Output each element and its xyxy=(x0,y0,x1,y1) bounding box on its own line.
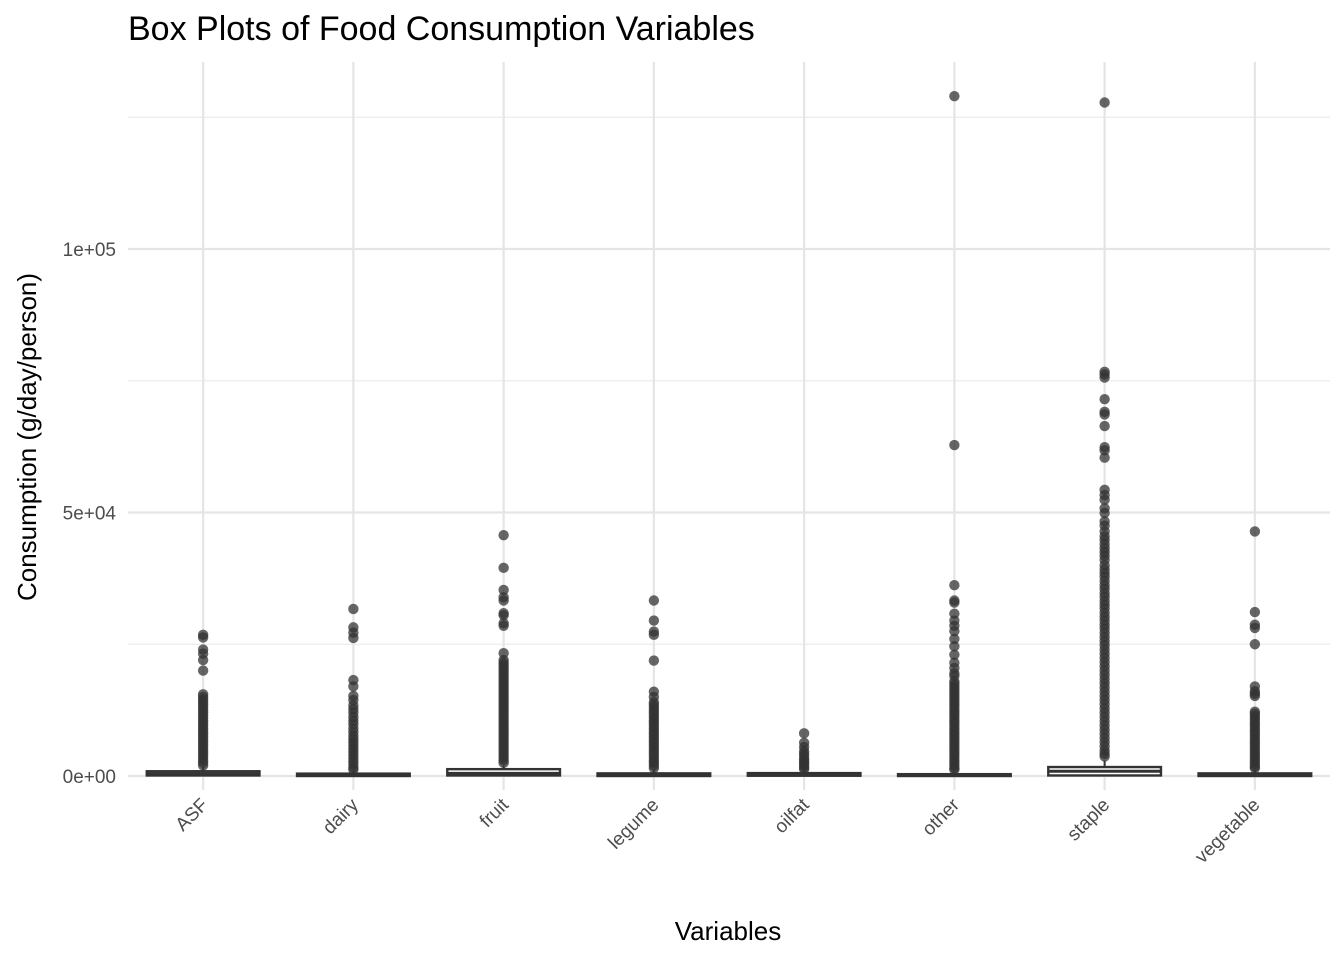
outlier-point xyxy=(648,762,660,774)
outlier-point xyxy=(1099,97,1110,108)
chart-title: Box Plots of Food Consumption Variables xyxy=(128,10,755,48)
outlier-point xyxy=(197,760,209,771)
outlier-point xyxy=(498,595,509,606)
outlier-point xyxy=(798,763,810,775)
outlier-point xyxy=(1249,690,1261,702)
outlier-point xyxy=(498,529,509,541)
outlier-point xyxy=(348,681,359,692)
outlier-point xyxy=(197,665,209,676)
box-other xyxy=(896,90,1012,778)
box-oilfat xyxy=(746,728,862,777)
outlier-point xyxy=(498,757,509,769)
x-tick-label: vegetable xyxy=(1191,795,1264,868)
x-tick-label: oilfat xyxy=(770,794,814,838)
outlier-point xyxy=(498,610,509,621)
grid-lines xyxy=(128,62,1330,790)
outlier-point xyxy=(648,629,660,640)
outlier-point xyxy=(1099,420,1110,432)
outlier-point xyxy=(348,603,359,615)
outlier-point xyxy=(648,595,660,606)
outlier-point xyxy=(1099,751,1110,762)
outlier-point xyxy=(1099,494,1110,506)
x-tick-label: legume xyxy=(604,795,663,854)
outlier-point xyxy=(949,633,960,645)
outlier-point xyxy=(197,654,209,666)
x-tick-label: fruit xyxy=(476,794,514,832)
x-tick-label: staple xyxy=(1063,795,1114,846)
box-staple xyxy=(1047,97,1163,777)
y-axis-tick-labels: 0e+00 5e+04 1e+05 xyxy=(63,240,117,788)
box-ASF xyxy=(145,629,261,777)
outlier-point xyxy=(498,620,509,632)
y-tick-label: 5e+04 xyxy=(63,504,117,525)
outlier-point xyxy=(348,632,359,644)
outlier-point xyxy=(1099,445,1110,456)
box-vegetable xyxy=(1197,526,1313,778)
x-tick-label: dairy xyxy=(319,794,363,838)
outlier-point xyxy=(498,562,509,574)
outlier-point xyxy=(1099,393,1110,405)
outlier-point xyxy=(1249,606,1261,618)
box-plots xyxy=(145,90,1313,778)
outlier-point xyxy=(1099,372,1110,383)
x-tick-label: ASF xyxy=(172,795,213,836)
outlier-point xyxy=(1099,409,1110,420)
outlier-point xyxy=(949,597,960,608)
x-axis-tick-labels: ASF dairy fruit legume oilfat other staple vege… xyxy=(172,794,1265,868)
box-legume xyxy=(596,595,712,778)
outlier-point xyxy=(949,439,960,451)
outlier-point xyxy=(1249,762,1261,774)
y-axis-title: Consumption (g/day/person) xyxy=(12,273,42,601)
outlier-point xyxy=(197,632,209,643)
outlier-point xyxy=(949,625,960,637)
box-fruit xyxy=(446,529,562,777)
y-tick-label: 0e+00 xyxy=(63,767,116,788)
outlier-point xyxy=(1249,622,1261,634)
outlier-point xyxy=(949,580,960,591)
outlier-point xyxy=(1249,526,1261,537)
outlier-point xyxy=(348,764,359,775)
outlier-point xyxy=(498,584,509,596)
outlier-point xyxy=(949,641,960,652)
outlier-point xyxy=(648,615,660,626)
outlier-point xyxy=(1099,452,1110,463)
box-dairy xyxy=(295,603,411,778)
outlier-point xyxy=(1099,507,1110,519)
outlier-point xyxy=(648,655,660,666)
outlier-point xyxy=(949,649,960,660)
outlier-point xyxy=(949,90,960,102)
outlier-point xyxy=(949,764,960,775)
y-tick-label: 1e+05 xyxy=(63,240,116,261)
x-tick-label: other xyxy=(918,794,964,840)
x-axis-title: Variables xyxy=(675,916,781,946)
outlier-point xyxy=(798,728,810,739)
outlier-point xyxy=(1249,639,1261,650)
